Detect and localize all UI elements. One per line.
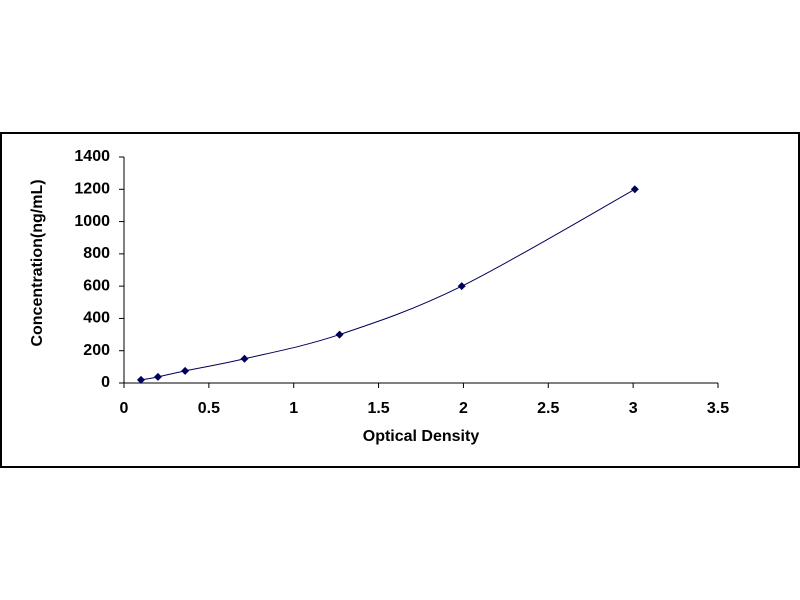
- data-point: [136, 375, 145, 384]
- y-tick-label: 600: [83, 277, 110, 294]
- x-tick-label: 0.5: [198, 400, 220, 417]
- data-point: [335, 330, 344, 339]
- data-point: [630, 185, 639, 194]
- y-tick-label: 400: [83, 310, 110, 327]
- data-point: [153, 372, 162, 381]
- data-point: [240, 354, 249, 363]
- y-tick-label: 0: [101, 374, 110, 391]
- y-tick-label: 1000: [74, 213, 110, 230]
- y-tick-label: 800: [83, 245, 110, 262]
- y-tick-label: 200: [83, 342, 110, 359]
- data-point: [457, 282, 466, 291]
- x-tick-label: 2.5: [537, 400, 559, 417]
- y-tick-label: 1200: [74, 181, 110, 198]
- x-tick-label: 1.5: [367, 400, 389, 417]
- data-point: [181, 366, 190, 375]
- x-tick-label: 3: [629, 400, 638, 417]
- y-axis-title: Concentration(ng/mL): [29, 179, 46, 346]
- x-tick-label: 3.5: [707, 400, 729, 417]
- y-tick-label: 1400: [74, 148, 110, 165]
- x-axis-title: Optical Density: [363, 428, 480, 445]
- chart-frame: [0, 132, 800, 468]
- x-tick-label: 0: [120, 400, 129, 417]
- x-tick-label: 1: [289, 400, 298, 417]
- x-tick-label: 2: [459, 400, 468, 417]
